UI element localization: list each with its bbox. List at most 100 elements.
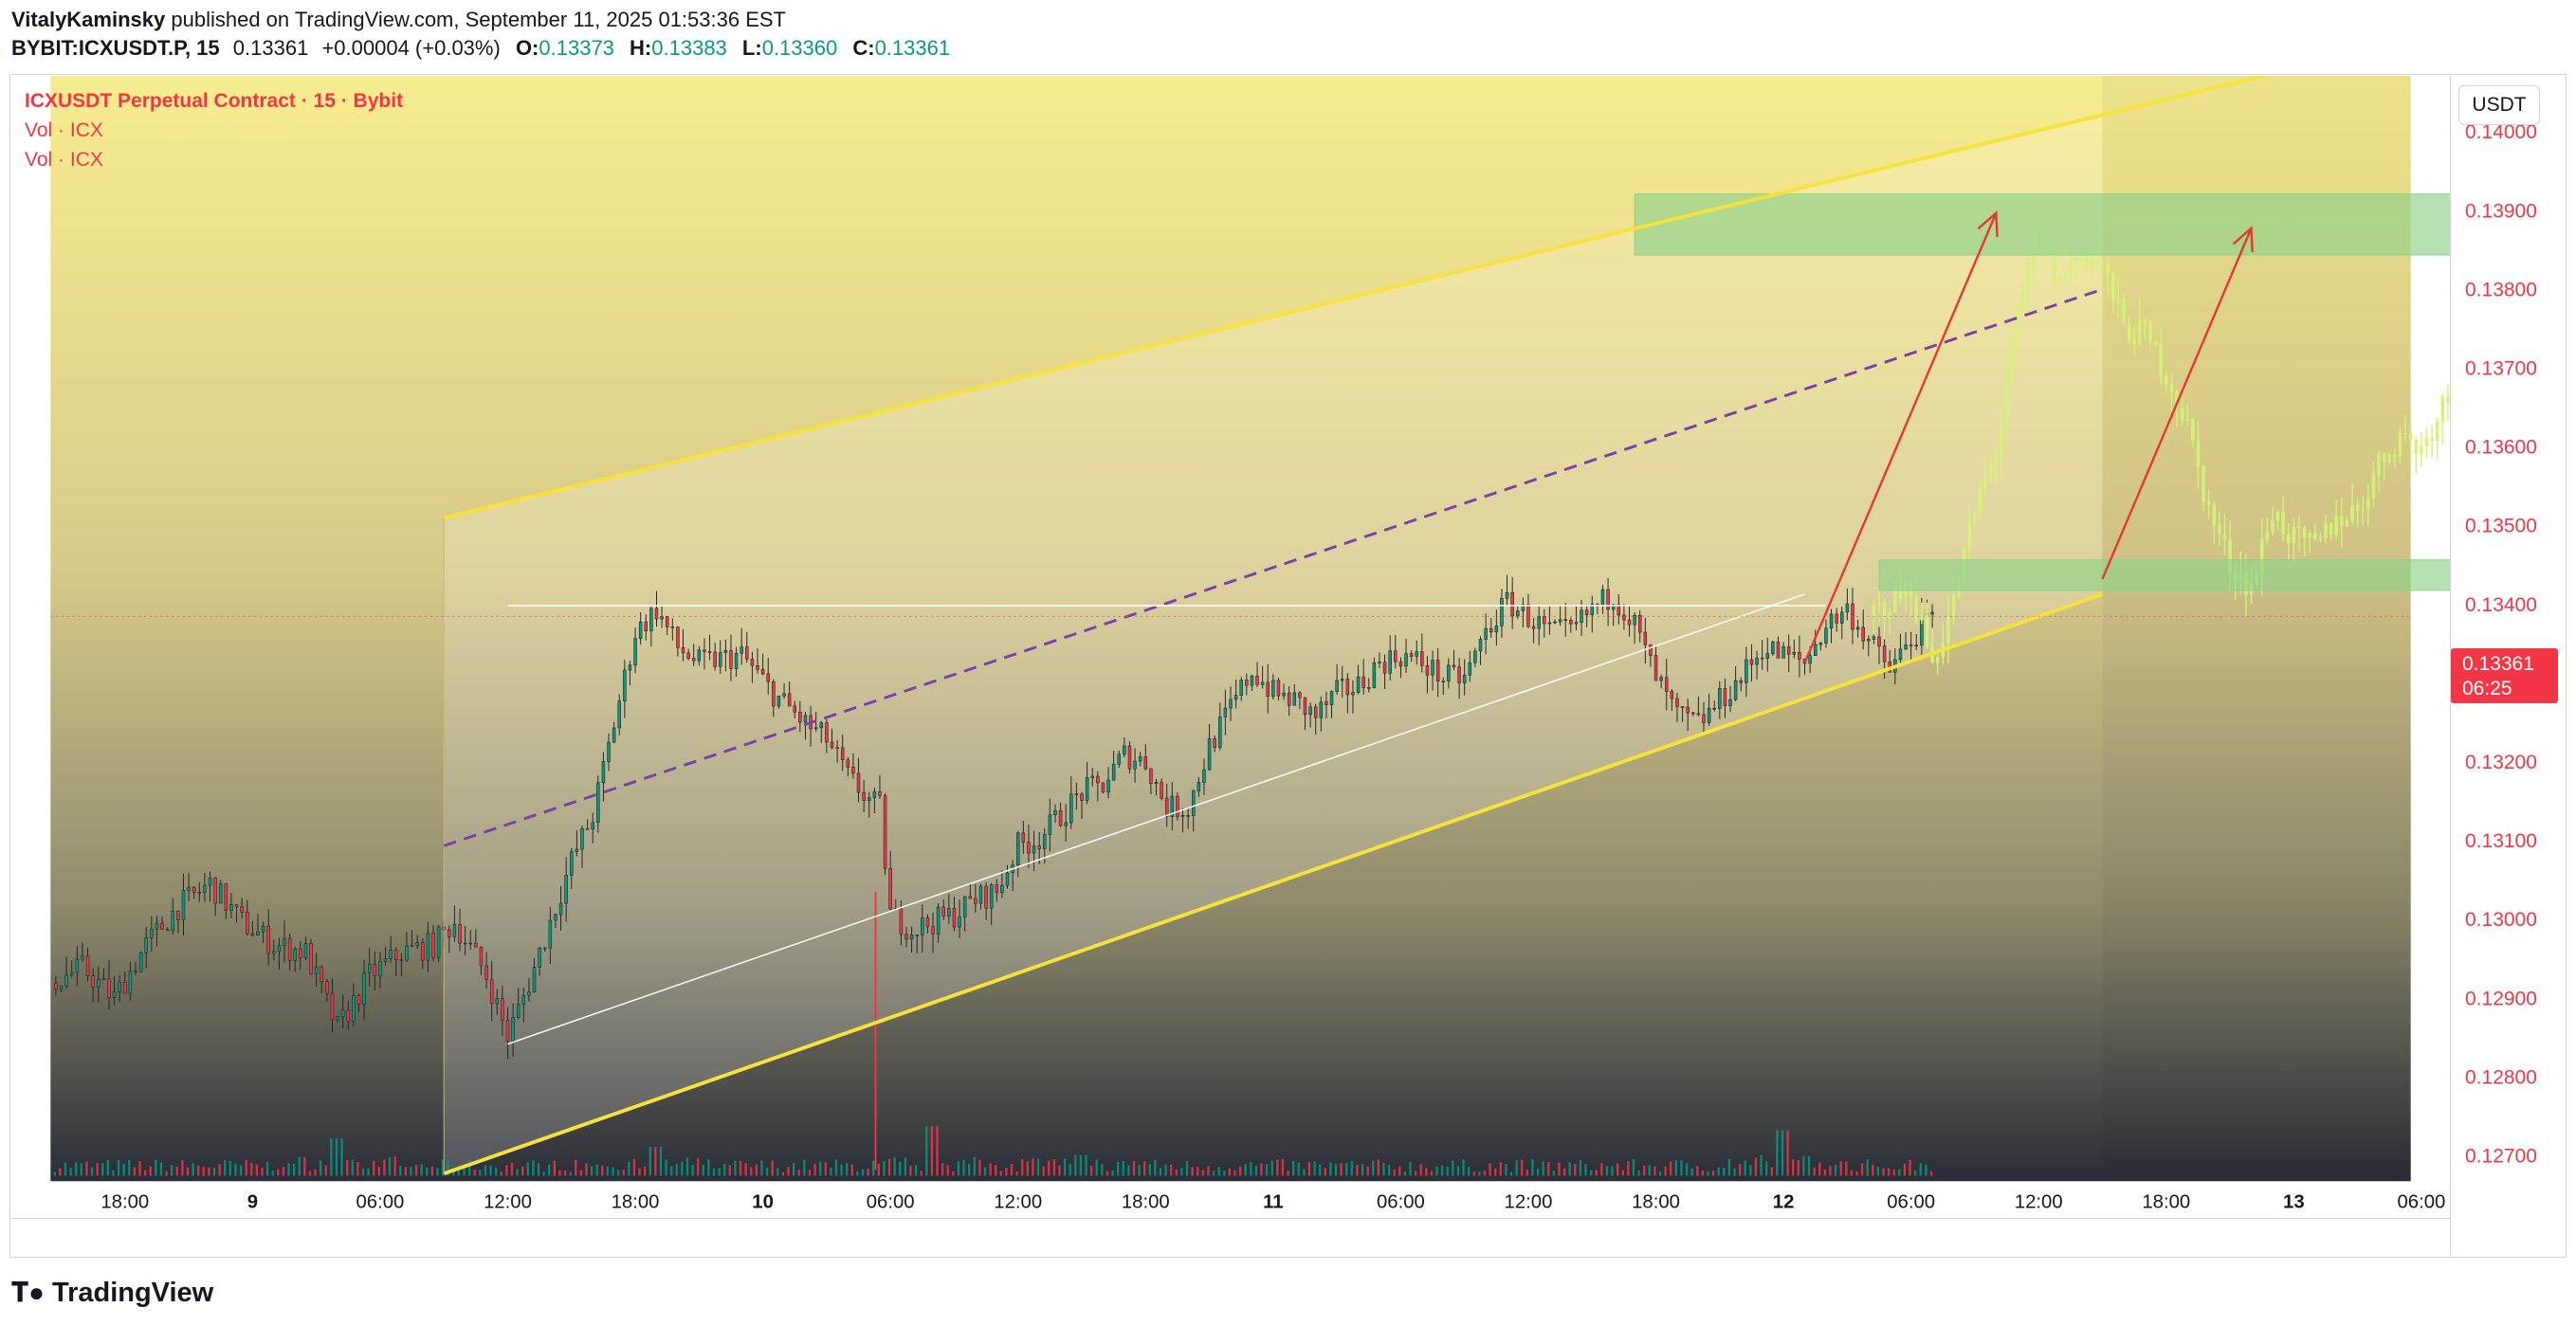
candle-body <box>617 700 621 729</box>
tradingview-logo-icon: 𝐓● <box>11 1278 45 1307</box>
candle-body <box>1085 777 1089 801</box>
time-tick-label: 9 <box>247 1191 258 1212</box>
candle-body <box>1909 644 1913 646</box>
candle-body <box>958 917 961 928</box>
volume-bar <box>53 1171 56 1176</box>
volume-bar <box>1744 1160 1746 1176</box>
candle-body <box>1781 646 1785 659</box>
candle-body <box>1627 619 1632 626</box>
symbol-name[interactable]: BYBIT:ICXUSDT.P, 15 <box>11 36 220 60</box>
candle-body <box>431 933 435 958</box>
brand-name: TradingView <box>51 1278 214 1308</box>
projection-bar <box>2212 504 2216 525</box>
volume-bar <box>1276 1159 1279 1176</box>
candle-body <box>85 955 90 976</box>
candle-body <box>123 982 127 994</box>
candle-body <box>952 908 957 928</box>
candle-body <box>224 883 228 911</box>
candle-body <box>1048 814 1052 835</box>
volume-bar <box>1839 1161 1842 1176</box>
projection-bar <box>2340 516 2344 527</box>
volume-bar <box>1892 1169 1895 1176</box>
time-tick-label: 18:00 <box>612 1191 660 1212</box>
candle-body <box>575 848 579 852</box>
volume-bar <box>1872 1165 1874 1176</box>
projection-bar <box>2440 396 2445 423</box>
candle-body <box>1749 659 1754 665</box>
projection-bar <box>2143 319 2147 323</box>
candle-body <box>1298 692 1302 699</box>
candle-body <box>1649 644 1653 656</box>
candle-body <box>1813 644 1818 656</box>
publish-info: VitalyKaminsky published on TradingView.… <box>11 8 786 32</box>
candle-body <box>989 884 994 909</box>
volume-bar <box>1637 1170 1640 1176</box>
candle-body <box>1489 627 1493 633</box>
volume-bar <box>505 1165 508 1176</box>
volume-bar <box>1452 1160 1454 1176</box>
candle-body <box>719 652 722 667</box>
projection-bar <box>2228 538 2232 573</box>
volume-bar <box>850 1164 853 1176</box>
volume-bar <box>585 1163 588 1176</box>
volume-bar <box>1542 1161 1544 1176</box>
candle-body <box>676 626 680 648</box>
author-name[interactable]: VitalyKaminsky <box>11 8 166 31</box>
candle-body <box>660 616 664 620</box>
candle-body <box>208 877 212 886</box>
candle-body <box>962 896 967 917</box>
candle-body <box>1313 706 1318 718</box>
volume-bar <box>69 1168 72 1176</box>
time-tick-label: 12:00 <box>994 1191 1042 1212</box>
projection-bar <box>2292 526 2296 543</box>
candle-body <box>70 971 74 976</box>
volume-bar <box>526 1162 529 1176</box>
volume-bar <box>410 1167 412 1176</box>
volume-bar <box>64 1162 67 1176</box>
volume-bar <box>1670 1161 1672 1176</box>
volume-bar <box>537 1163 540 1176</box>
candle-body <box>931 926 935 935</box>
drawings-layer[interactable] <box>50 76 2450 1176</box>
volume-bar <box>1558 1162 1561 1176</box>
volume-bar <box>208 1167 210 1176</box>
candle-body <box>941 906 945 917</box>
chart-canvas[interactable]: 18:00 9 06:00 12:00 18:00 10 06:00 12:00 18:00 11… <box>11 76 2450 1218</box>
volume-bar <box>1887 1168 1891 1176</box>
candle-body <box>1798 651 1801 660</box>
volume-bar <box>170 1165 174 1176</box>
volume-bar <box>1866 1159 1869 1176</box>
volume-bar <box>872 1160 875 1176</box>
candle-body <box>1239 680 1243 696</box>
projection-bar <box>1973 511 1977 522</box>
candle-body <box>1266 681 1270 698</box>
legend-volume-2[interactable]: Vol · ICX <box>25 149 103 171</box>
volume-bar <box>760 1160 763 1176</box>
candle-body <box>909 935 914 940</box>
volume-bar <box>521 1166 524 1176</box>
volume-bar <box>1398 1166 1401 1176</box>
projection-bar <box>2191 418 2195 441</box>
volume-bar <box>175 1166 178 1176</box>
legend-volume-1[interactable]: Vol · ICX <box>25 119 103 141</box>
time-axis[interactable] <box>11 1218 2450 1257</box>
volume-bar <box>1260 1163 1263 1176</box>
candle-body <box>851 767 855 774</box>
candle-body <box>330 992 335 1021</box>
candle-body <box>458 924 462 944</box>
candle-body <box>1000 884 1004 894</box>
footer-brand[interactable]: 𝐓● TradingView <box>11 1278 213 1309</box>
currency-unit-button[interactable]: USDT <box>2458 85 2540 125</box>
volume-bar <box>1707 1171 1709 1176</box>
volume-bar <box>255 1164 259 1176</box>
candle-body <box>246 912 249 935</box>
volume-bar <box>1792 1159 1795 1176</box>
candle-body <box>899 908 904 935</box>
candle-body <box>840 747 845 761</box>
candle-body <box>1563 619 1567 621</box>
candle-body <box>134 971 137 972</box>
volume-bar <box>1440 1165 1444 1176</box>
candle-body <box>150 928 154 938</box>
legend-title[interactable]: ICXUSDT Perpetual Contract · 15 · Bybit <box>25 90 404 112</box>
volume-bar <box>1085 1154 1087 1176</box>
